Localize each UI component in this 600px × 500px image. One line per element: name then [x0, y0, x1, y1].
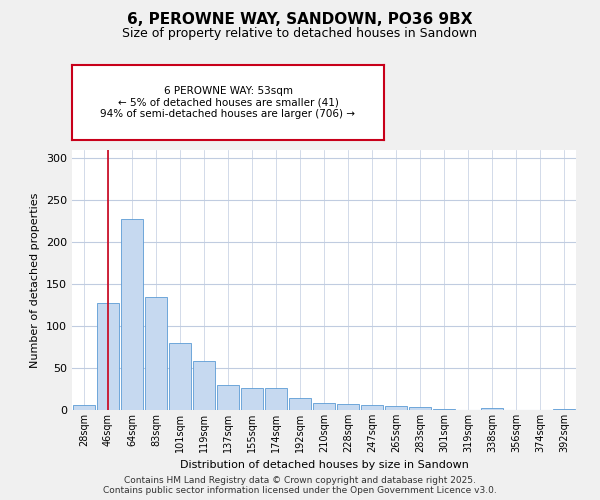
Bar: [169, 343, 191, 410]
Bar: [433, 409, 455, 410]
Bar: [193, 362, 215, 410]
Bar: [553, 409, 575, 410]
Bar: [73, 405, 95, 410]
Bar: [481, 408, 503, 410]
Bar: [145, 297, 167, 410]
Text: Size of property relative to detached houses in Sandown: Size of property relative to detached ho…: [122, 28, 478, 40]
Bar: [97, 302, 119, 410]
Bar: [337, 404, 359, 410]
Bar: [409, 408, 431, 410]
X-axis label: Distribution of detached houses by size in Sandown: Distribution of detached houses by size …: [179, 460, 469, 470]
Bar: [289, 398, 311, 410]
Text: 6 PEROWNE WAY: 53sqm
← 5% of detached houses are smaller (41)
94% of semi-detach: 6 PEROWNE WAY: 53sqm ← 5% of detached ho…: [101, 86, 355, 119]
Bar: [241, 388, 263, 410]
Bar: [385, 406, 407, 410]
Bar: [361, 405, 383, 410]
Y-axis label: Number of detached properties: Number of detached properties: [31, 192, 40, 368]
Text: Contains HM Land Registry data © Crown copyright and database right 2025.
Contai: Contains HM Land Registry data © Crown c…: [103, 476, 497, 495]
Bar: [217, 385, 239, 410]
Text: 6, PEROWNE WAY, SANDOWN, PO36 9BX: 6, PEROWNE WAY, SANDOWN, PO36 9BX: [127, 12, 473, 28]
Bar: [313, 404, 335, 410]
Bar: [265, 388, 287, 410]
Bar: [121, 219, 143, 410]
